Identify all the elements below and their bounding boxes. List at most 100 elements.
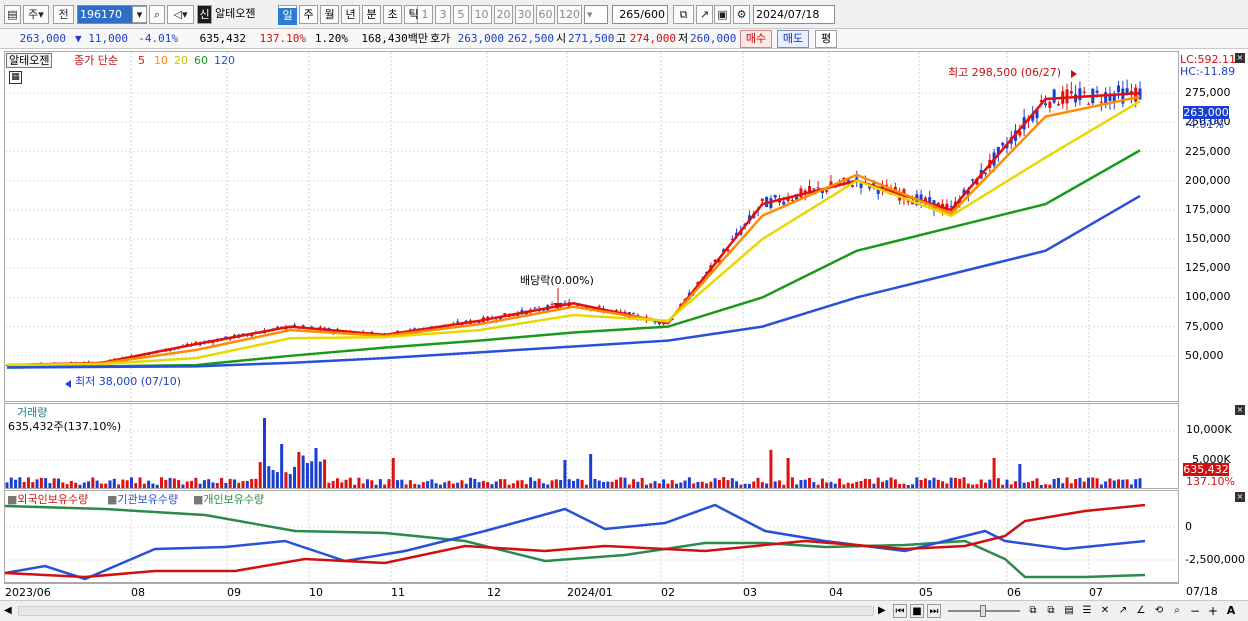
candle-body xyxy=(949,206,953,208)
interval-1[interactable] xyxy=(417,5,433,24)
volume-bar xyxy=(662,479,666,488)
forward-icon[interactable]: ⏭ xyxy=(927,604,941,618)
volume-bar xyxy=(958,478,962,488)
date-value: 2024/07/18 xyxy=(756,8,820,21)
volume-bar xyxy=(190,480,194,488)
custom-interval-dropdown[interactable]: ▾ xyxy=(584,5,608,24)
cross-icon[interactable]: ✕ xyxy=(1100,605,1110,616)
tab-week[interactable] xyxy=(299,5,318,24)
tab-day-label: 일 xyxy=(278,8,297,25)
volume-bar xyxy=(39,477,43,488)
zoom-slider-thumb[interactable] xyxy=(980,605,986,617)
date-input[interactable]: 2024/07/18 xyxy=(753,5,835,24)
tab-second[interactable] xyxy=(383,5,402,24)
interval-10[interactable] xyxy=(471,5,492,24)
price-change: ▼ 11,000 xyxy=(75,32,128,45)
volume-bar xyxy=(164,479,168,488)
stop-icon[interactable]: ■ xyxy=(910,604,924,618)
prev-button[interactable]: 전 xyxy=(53,5,74,24)
trend-line-icon[interactable]: ↗ xyxy=(1118,605,1128,616)
volume-bar xyxy=(597,480,601,488)
current-price: 263,000 xyxy=(19,32,66,45)
volume-bar xyxy=(57,478,60,488)
scroll-right-icon[interactable]: ▶ xyxy=(878,605,886,616)
tab-month[interactable] xyxy=(320,5,339,24)
sound-icon[interactable]: ◁▾ xyxy=(167,5,194,24)
interval-120-label: 120 xyxy=(559,8,580,21)
scroll-left-icon[interactable]: ◀ xyxy=(4,605,12,616)
tab-year[interactable] xyxy=(341,5,360,24)
sell-button[interactable]: 매도 xyxy=(777,30,809,48)
volume-bar xyxy=(297,452,301,488)
volume-bar xyxy=(117,484,121,488)
interval-120[interactable] xyxy=(557,5,582,24)
panel-close-icon[interactable]: × xyxy=(1235,53,1245,63)
volume-bar xyxy=(730,478,734,488)
price-panel[interactable]: 알테오젠 종가 단순 5 10 20 60 120 ▦ 최고 298,500 (… xyxy=(4,51,1179,402)
count-input[interactable]: 265/600 xyxy=(612,5,668,24)
layout-icon[interactable]: ⧉ xyxy=(1029,605,1037,616)
volume-bar xyxy=(752,481,756,488)
eval-button[interactable]: 평 xyxy=(815,30,837,48)
volume-bar xyxy=(404,484,408,488)
price-chart-svg xyxy=(5,52,1176,401)
save-icon[interactable]: ▣ xyxy=(714,5,731,24)
list-icon[interactable]: ☰ xyxy=(1082,605,1092,616)
interval-20[interactable] xyxy=(494,5,513,24)
interval-3[interactable] xyxy=(435,5,451,24)
chart-menu-icon[interactable]: ▤ xyxy=(4,5,21,24)
volume-bar xyxy=(675,483,678,488)
interval-5[interactable] xyxy=(453,5,469,24)
buy-button[interactable]: 매수 xyxy=(740,30,772,48)
volume-bar xyxy=(301,455,305,488)
volume-bar xyxy=(202,480,206,488)
window-icon[interactable]: ⧉ xyxy=(1047,605,1055,616)
tab-minute[interactable] xyxy=(362,5,381,24)
holdings-close-icon[interactable]: × xyxy=(1235,492,1245,502)
zoom-in-icon[interactable]: + xyxy=(1207,604,1219,618)
reset-icon[interactable]: ⟲ xyxy=(1154,605,1164,616)
volume-bar xyxy=(692,483,696,488)
volume-bar xyxy=(1108,478,1112,488)
volume-bar xyxy=(417,484,421,488)
market-selector[interactable]: 주▾ xyxy=(23,5,49,24)
volume-rate: 137.10% xyxy=(259,32,306,45)
stock-code-input[interactable]: 196170 xyxy=(77,5,147,24)
dividend-annotation: 배당락(0.00%) xyxy=(520,274,594,287)
interval-30[interactable] xyxy=(515,5,534,24)
search-icon[interactable]: ⌕ xyxy=(149,5,165,24)
candle-type-icon[interactable]: ⧉ xyxy=(673,5,694,24)
volume-bar xyxy=(280,444,284,488)
vol-tick-10000k: 10,000K xyxy=(1186,423,1232,436)
scrollbar-track[interactable] xyxy=(18,606,874,616)
volume-bar xyxy=(177,479,181,488)
volume-bar xyxy=(254,478,258,488)
crosshair-icon[interactable]: ↗ xyxy=(696,5,713,24)
ma-title: 종가 단순 xyxy=(74,54,118,67)
holdings-panel[interactable]: ■외국인보유수량 ■기관보유수량 ■개인보유수량 xyxy=(4,490,1179,583)
magnifier-icon[interactable]: ⌕ xyxy=(1174,605,1180,616)
candle-body xyxy=(966,190,970,197)
volume-bar xyxy=(160,477,163,488)
code-dropdown-icon[interactable]: ▾ xyxy=(132,6,147,23)
volume-bar xyxy=(893,479,897,488)
candle-body xyxy=(962,189,966,196)
calculator-icon[interactable]: ▦ xyxy=(9,71,22,84)
toolbar-top: ▤ 주▾ 전 196170 ▾ ⌕ ◁▾ 신 알테오젠 ▾ 265/600 ⧉ … xyxy=(0,0,1248,29)
grid-icon[interactable]: ▤ xyxy=(1064,605,1074,616)
volume-bar xyxy=(795,484,799,488)
volume-bar xyxy=(872,483,876,488)
font-size-icon[interactable]: A xyxy=(1226,604,1236,617)
low-label: 저 xyxy=(678,32,689,45)
volume-bar xyxy=(885,480,889,488)
volume-close-icon[interactable]: × xyxy=(1235,405,1245,415)
x-axis-label: 08 xyxy=(131,586,145,599)
zoom-out-icon[interactable]: − xyxy=(1189,604,1201,618)
interval-60[interactable] xyxy=(536,5,555,24)
volume-bar xyxy=(627,484,631,488)
volume-panel[interactable]: 거래량 635,432주(137.10%) xyxy=(4,403,1179,489)
rewind-icon[interactable]: ⏮ xyxy=(893,604,907,618)
angle-icon[interactable]: ∠ xyxy=(1136,605,1146,616)
candle-body xyxy=(1099,101,1103,103)
gear-icon[interactable]: ⚙ xyxy=(733,5,750,24)
